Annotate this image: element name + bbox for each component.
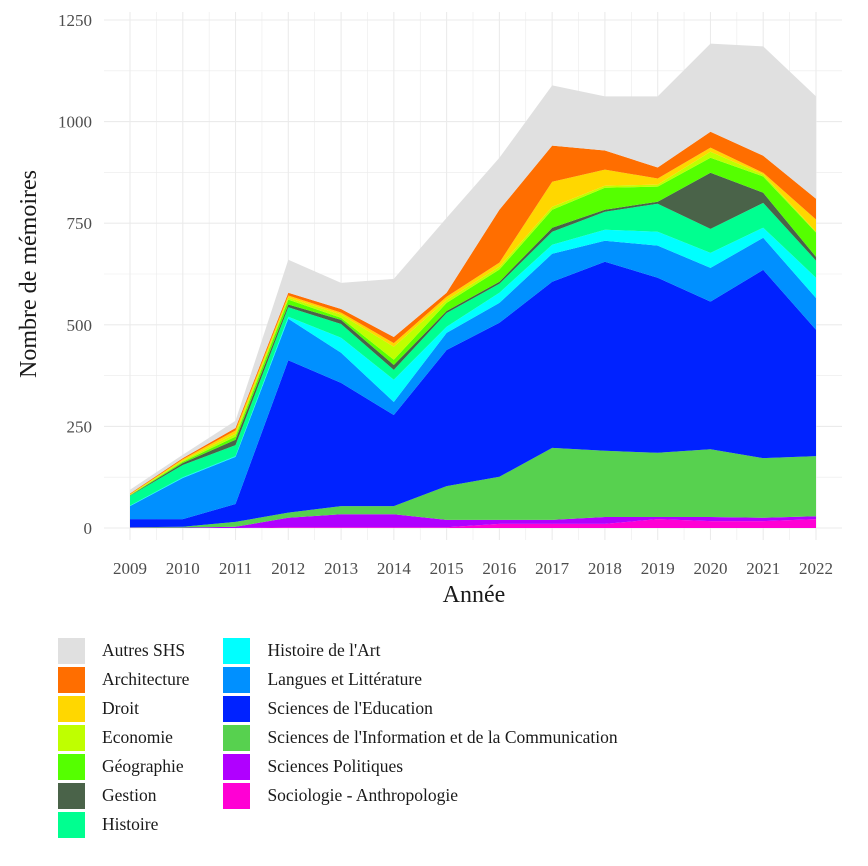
legend-label: Histoire xyxy=(102,814,159,834)
legend-swatch xyxy=(223,666,251,693)
legend-swatch xyxy=(223,637,251,664)
area-sciences-de-l-information-et-de-la-communication xyxy=(130,447,816,528)
legend-item: Gestion xyxy=(58,781,189,810)
legend-label: Sociologie - Anthropologie xyxy=(267,785,458,805)
legend-label: Gestion xyxy=(102,785,157,805)
legend-label: Sciences de l'Information et de la Commu… xyxy=(267,727,618,747)
legend-label: Histoire de l'Art xyxy=(267,640,381,660)
legend-item: Langues et Littérature xyxy=(223,665,617,694)
area-sciences-de-l-education xyxy=(130,261,816,528)
x-tick-label: 2010 xyxy=(166,559,200,578)
legend-item: Economie xyxy=(58,723,189,752)
area-layers xyxy=(130,43,816,528)
legend-swatch xyxy=(58,811,85,838)
area-sciences-politiques xyxy=(130,514,816,528)
x-tick-label: 2014 xyxy=(377,559,412,578)
legend-label: Droit xyxy=(102,698,139,718)
legend: Autres SHS Architecture Droit Economie Géogr… xyxy=(58,636,618,839)
legend-label: Langues et Littérature xyxy=(267,669,422,689)
x-tick-label: 2015 xyxy=(430,559,464,578)
legend-swatch xyxy=(58,637,85,664)
x-tick-label: 2018 xyxy=(588,559,622,578)
legend-label: Economie xyxy=(102,727,173,747)
legend-label: Géographie xyxy=(102,756,184,776)
legend-swatch xyxy=(223,782,251,809)
legend-item: Histoire xyxy=(58,810,189,839)
legend-item: Sciences Politiques xyxy=(223,752,617,781)
legend-item: Géographie xyxy=(58,752,189,781)
legend-swatch xyxy=(223,695,251,722)
legend-item: Sociologie - Anthropologie xyxy=(223,781,617,810)
legend-item: Sciences de l'Information et de la Commu… xyxy=(223,723,618,752)
legend-swatch xyxy=(58,753,85,780)
y-tick-label: 0 xyxy=(84,519,93,538)
legend-column-2: Histoire de l'Art Langues et Littérature S… xyxy=(223,636,618,839)
legend-swatch xyxy=(58,782,85,809)
legend-swatch xyxy=(223,753,251,780)
x-tick-label: 2011 xyxy=(219,559,252,578)
legend-swatch xyxy=(58,724,85,751)
legend-item: Architecture xyxy=(58,665,189,694)
legend-swatch xyxy=(58,666,85,693)
y-tick-label: 750 xyxy=(67,214,93,233)
x-tick-label: 2016 xyxy=(482,559,516,578)
legend-item: Histoire de l'Art xyxy=(223,636,617,665)
area-gestion xyxy=(130,172,816,496)
x-tick-label: 2019 xyxy=(641,559,675,578)
x-axis-ticks: 2009 2010 2011 2012 2013 2014 2015 2016 2017 2018… xyxy=(113,559,833,578)
area-sociologie-anthropologie xyxy=(130,519,816,528)
legend-item: Autres SHS xyxy=(58,636,189,665)
area-autres-shs xyxy=(130,43,816,494)
area-langues-et-litterature xyxy=(130,237,816,520)
y-axis-ticks: 0 250 500 750 1000 1250 xyxy=(58,11,92,538)
y-tick-label: 1250 xyxy=(58,11,92,30)
x-tick-label: 2021 xyxy=(746,559,780,578)
x-tick-label: 2017 xyxy=(535,559,570,578)
y-tick-label: 1000 xyxy=(58,113,92,132)
legend-label: Sciences de l'Education xyxy=(267,698,433,718)
legend-item: Droit xyxy=(58,694,189,723)
legend-swatch xyxy=(223,724,251,751)
legend-column-1: Autres SHS Architecture Droit Economie Géogr… xyxy=(58,636,189,839)
area-histoire xyxy=(130,202,816,506)
x-tick-label: 2009 xyxy=(113,559,147,578)
legend-label: Architecture xyxy=(102,669,190,689)
y-tick-label: 500 xyxy=(67,316,93,335)
y-axis-title: Nombre de mémoires xyxy=(16,170,42,378)
x-tick-label: 2022 xyxy=(799,559,833,578)
x-tick-label: 2013 xyxy=(324,559,358,578)
legend-label: Autres SHS xyxy=(102,640,186,660)
x-axis-title: Année xyxy=(443,582,506,608)
legend-label: Sciences Politiques xyxy=(267,756,404,776)
legend-item: Sciences de l'Education xyxy=(223,694,617,723)
legend-swatch xyxy=(58,695,85,722)
y-tick-label: 250 xyxy=(67,417,93,436)
x-tick-label: 2012 xyxy=(271,559,305,578)
x-tick-label: 2020 xyxy=(693,559,727,578)
